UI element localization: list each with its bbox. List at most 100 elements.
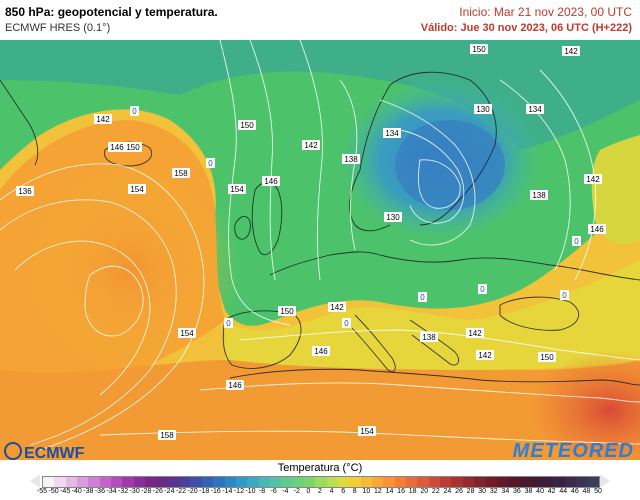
legend-tick-label: -24 xyxy=(164,488,175,495)
legend-swatch xyxy=(519,477,531,487)
iso-label: 130 xyxy=(474,104,492,114)
legend-tick-label: 36 xyxy=(513,488,521,495)
globe-icon xyxy=(4,442,22,460)
iso-label: 146 xyxy=(588,224,606,234)
iso-label: 150 xyxy=(538,352,556,362)
legend-swatch xyxy=(156,477,168,487)
svg-text:142: 142 xyxy=(330,303,344,312)
model-label: ECMWF HRES (0.1°) xyxy=(5,22,111,34)
legend-tick-label: 38 xyxy=(524,488,533,495)
legend-tick-label: 18 xyxy=(408,488,417,495)
legend-tick-label: 24 xyxy=(443,488,452,495)
svg-text:138: 138 xyxy=(532,191,546,200)
legend-swatch xyxy=(269,477,282,487)
svg-text:0: 0 xyxy=(480,285,485,294)
badge: 0 xyxy=(224,318,233,328)
badge: 0 xyxy=(206,158,215,168)
svg-text:142: 142 xyxy=(304,141,318,150)
legend-tick-label: -38 xyxy=(83,488,94,495)
legend-tick-label: -20 xyxy=(187,488,198,495)
legend-tick-label: 22 xyxy=(431,488,440,495)
coastlines xyxy=(0,71,640,386)
ecmwf-logo: ECMWF xyxy=(4,442,84,463)
svg-text:138: 138 xyxy=(422,333,436,342)
legend-swatch xyxy=(54,477,66,487)
badge: 0 xyxy=(342,318,351,328)
legend-swatch xyxy=(224,477,236,487)
legend-swatch xyxy=(258,477,270,487)
legend-tick-label: 0 xyxy=(306,488,311,495)
svg-text:134: 134 xyxy=(528,105,542,114)
legend-swatch xyxy=(462,477,475,487)
legend-tick-label: 30 xyxy=(478,488,487,495)
iso-label: 136 xyxy=(16,186,34,196)
legend-swatch xyxy=(337,477,350,487)
legend-swatch xyxy=(349,477,361,487)
iso-label: 146 xyxy=(108,142,126,152)
legend-tick-label: -10 xyxy=(245,488,256,495)
iso-label: 150 xyxy=(470,44,488,54)
svg-text:146: 146 xyxy=(590,225,604,234)
legend-swatch xyxy=(145,477,157,487)
legend-tick-label: -30 xyxy=(129,488,140,495)
legend-tick-label: -26 xyxy=(152,488,163,495)
legend-tick-label: -50 xyxy=(48,488,59,495)
legend-swatch xyxy=(440,477,452,487)
svg-text:158: 158 xyxy=(174,169,188,178)
legend-tick-label: 26 xyxy=(455,488,463,495)
svg-text:142: 142 xyxy=(478,351,492,360)
meteored-logo: METEORED xyxy=(512,440,634,462)
legend-tick-label: -4 xyxy=(282,488,289,495)
svg-text:142: 142 xyxy=(96,115,110,124)
weather-map[interactable]: 142 146 150 154 158 136 142 150 146 154 … xyxy=(0,40,640,460)
svg-text:130: 130 xyxy=(386,213,400,222)
cold-core-inner xyxy=(395,120,505,210)
legend-tick-label: -28 xyxy=(141,488,152,495)
svg-text:150: 150 xyxy=(126,143,140,152)
legend-swatch xyxy=(201,477,214,487)
legend-swatch xyxy=(587,477,599,487)
legend-swatch xyxy=(303,477,316,487)
value-badges: 0 0 0 0 0 0 0 0 xyxy=(130,106,581,328)
badge: 0 xyxy=(130,106,139,116)
legend-swatch xyxy=(111,477,123,487)
header: 850 hPa: geopotencial y temperatura. ECM… xyxy=(0,0,640,40)
svg-text:146: 146 xyxy=(228,381,242,390)
svg-text:158: 158 xyxy=(160,431,174,440)
svg-text:150: 150 xyxy=(540,353,554,362)
svg-text:146: 146 xyxy=(314,347,328,356)
legend-tick-label: -22 xyxy=(175,488,187,495)
svg-text:0: 0 xyxy=(574,237,579,246)
legend-swatch xyxy=(417,477,429,487)
legend-swatch xyxy=(530,477,543,487)
init-time: Inicio: Mar 21 nov 2023, 00 UTC xyxy=(459,5,632,19)
hot-core-se xyxy=(530,350,640,460)
legend-swatch xyxy=(179,477,191,487)
legend-tick-label: 48 xyxy=(582,488,591,495)
badge: 0 xyxy=(418,292,427,302)
isobar-labels: 142 146 150 154 158 136 142 150 146 154 … xyxy=(16,44,606,440)
legend-swatch xyxy=(542,477,554,487)
teal-airmass xyxy=(0,40,640,150)
svg-text:146: 146 xyxy=(110,143,124,152)
iso-label: 142 xyxy=(466,328,484,338)
iso-label: 154 xyxy=(228,184,246,194)
legend-swatch xyxy=(281,477,293,487)
svg-text:130: 130 xyxy=(476,105,490,114)
legend-swatch xyxy=(235,477,248,487)
iso-label: 150 xyxy=(238,120,256,130)
iso-label: 142 xyxy=(94,114,112,124)
legend-swatch xyxy=(428,477,441,487)
legend-tick-label: -18 xyxy=(199,488,210,495)
iso-label: 146 xyxy=(226,380,244,390)
legend-swatch xyxy=(326,477,338,487)
iso-label: 158 xyxy=(172,168,190,178)
iso-label: 154 xyxy=(358,426,376,436)
svg-text:142: 142 xyxy=(564,47,578,56)
legend-swatch xyxy=(65,477,78,487)
iso-label: 142 xyxy=(328,302,346,312)
chart-title: 850 hPa: geopotencial y temperatura. xyxy=(5,5,218,19)
iso-label: 138 xyxy=(342,154,360,164)
svg-text:150: 150 xyxy=(240,121,254,130)
iso-label: 154 xyxy=(128,184,146,194)
